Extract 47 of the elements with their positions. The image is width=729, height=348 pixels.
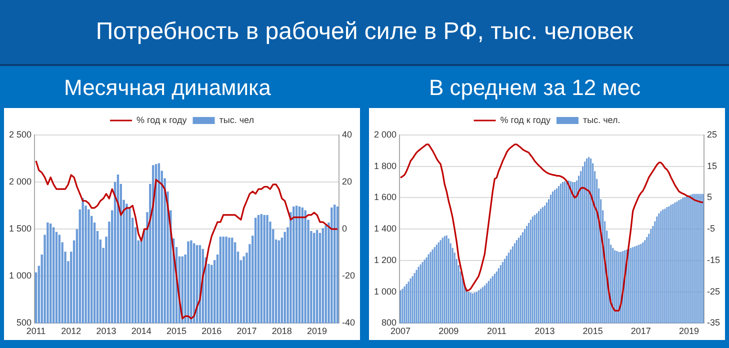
y2-tick-label: 0 <box>342 224 348 234</box>
legend-label: тыс. чел. <box>582 114 620 125</box>
x-tick-label: 2015 <box>582 326 603 336</box>
legend-label: % год к году <box>500 114 551 125</box>
chart-subtitle: В среднем за 12 мес <box>428 74 642 102</box>
x-tick-label: 2016 <box>202 326 222 336</box>
y-tick-label: 1 000 <box>8 270 32 281</box>
chart-title: Потребность в рабочей силе в РФ, тыс. человек <box>0 0 729 66</box>
x-tick-label: 2014 <box>131 326 152 336</box>
y2-tick-label: 15 <box>706 160 718 171</box>
x-tick-label: 2007 <box>390 326 411 336</box>
y-tick-label: 1 000 <box>374 286 397 296</box>
y2-tick-label: -35 <box>706 318 720 328</box>
x-tick-label: 2011 <box>26 326 46 336</box>
y-tick-label: 1 800 <box>374 160 397 171</box>
x-tick-label: 2017 <box>236 326 257 336</box>
x-tick-label: 2013 <box>96 326 116 336</box>
y-tick-label: 1 600 <box>374 192 397 202</box>
y2-tick-label: 25 <box>706 129 718 140</box>
x-tick-label: 2012 <box>61 326 82 336</box>
x-tick-label: 2019 <box>678 326 699 336</box>
y2-tick-label: 5 <box>706 192 712 202</box>
y-tick-label: 1 400 <box>374 224 397 234</box>
y2-tick-label: -40 <box>342 318 356 328</box>
y2-tick-label: -20 <box>342 270 356 281</box>
x-tick-label: 2011 <box>486 326 506 336</box>
x-tick-label: 2009 <box>438 326 459 336</box>
y-tick-label: 2 500 <box>8 129 32 140</box>
y2-tick-label: 20 <box>342 176 352 187</box>
x-tick-label: 2015 <box>166 326 187 336</box>
y2-tick-label: -25 <box>706 286 720 296</box>
y-tick-label: 1 500 <box>8 224 32 234</box>
y-tick-label: 1 200 <box>374 254 397 265</box>
y-tick-label: 800 <box>381 318 397 328</box>
chart-subtitle: Месячная динамика <box>63 74 272 102</box>
legend-label: тыс. чел <box>219 114 254 125</box>
x-tick-label: 2018 <box>272 326 292 336</box>
y-tick-label: 500 <box>16 318 32 328</box>
y-tick-label: 2 000 <box>8 176 32 187</box>
y2-tick-label: -15 <box>706 254 720 265</box>
y2-tick-label: 40 <box>342 129 352 140</box>
x-tick-label: 2013 <box>534 326 555 336</box>
x-tick-label: 2017 <box>630 326 651 336</box>
x-tick-label: 2019 <box>307 326 328 336</box>
y-tick-label: 2 000 <box>374 129 397 140</box>
y2-tick-label: -5 <box>706 224 716 234</box>
legend-label: % год к году <box>136 114 188 125</box>
